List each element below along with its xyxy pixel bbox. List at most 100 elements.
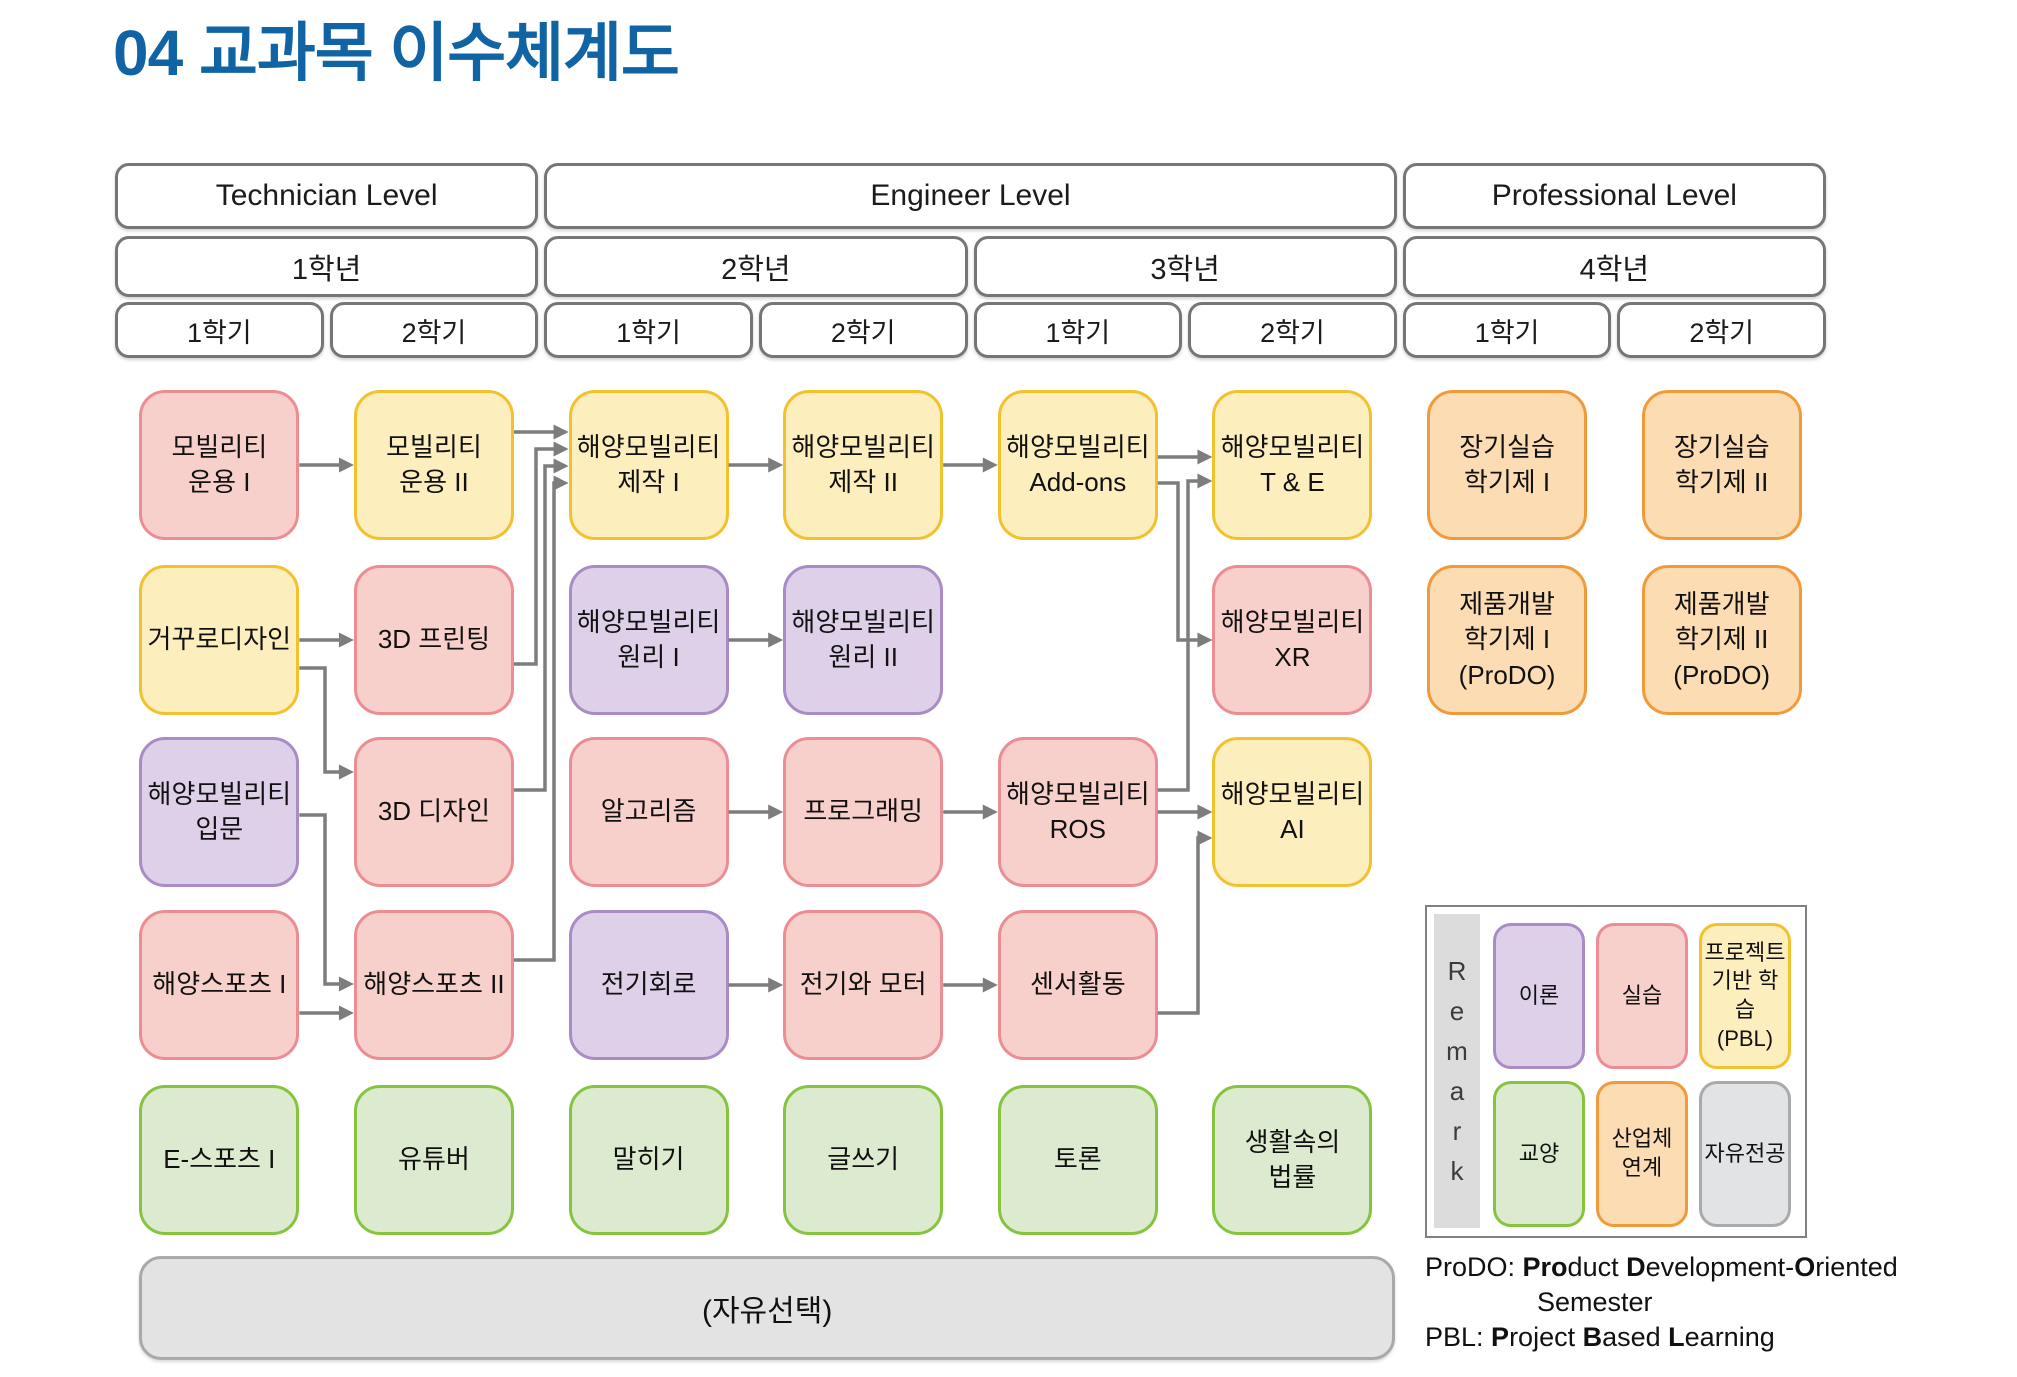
connector-make-2-addons-arrowhead [982,457,998,473]
header-year-0: 1학년 [115,236,539,297]
connector-mob-op-2-make-1-arrowhead [553,424,569,440]
connector-circuit-motor-arrowhead [768,977,784,993]
connector-principle-1-principle-2-arrowhead [768,632,784,648]
connector-flip-design-design-3d [299,666,341,774]
connector-print-3d-make-1-arrowhead [553,441,569,457]
header-level-0: Technician Level [115,163,539,229]
legend-chip-4: 산업체 연계 [1596,1081,1688,1227]
course-algorithm: 알고리즘 [568,737,729,887]
header-level-1: Engineer Level [544,163,1397,229]
footer-notes: ProDO: Product Development-Oriented Semes… [1425,1250,1898,1355]
connector-sport-2-make-1-arrowhead [553,475,569,491]
footer-segment: P [1491,1322,1510,1352]
course-prodo-1: 제품개발 학기제 I (ProDO) [1427,565,1588,715]
header-level-2: Professional Level [1402,163,1826,229]
connector-intro-sport-2 [299,813,341,986]
header-semester-5: 2학기 [1188,302,1397,358]
footer-segment: evelopment- [1645,1252,1795,1282]
header-semester-6: 1학기 [1402,302,1612,358]
footer-segment: riented [1815,1252,1898,1282]
connector-addons-xr [1157,481,1200,642]
header-semester-3: 2학기 [758,302,968,358]
legend-chip-2: 프로젝트 기반 학습 (PBL) [1699,923,1791,1069]
header-semester-1: 2학기 [329,302,539,358]
course-make-1: 해양모빌리티 제작 I [568,390,729,540]
course-ros: 해양모빌리티 ROS [997,737,1158,887]
footer-segment: earning [1684,1322,1775,1352]
course-writing: 글쓰기 [783,1085,944,1235]
connector-programming-ros-arrowhead [982,804,998,820]
connector-design-3d-make-1 [513,464,556,792]
course-make-2: 해양모빌리티 제작 II [783,390,944,540]
connector-ros-tande-arrowhead [1197,473,1213,489]
footer-segment: Pro [1522,1252,1568,1282]
course-prodo-2: 제품개발 학기제 II (ProDO) [1641,565,1802,715]
course-circuit: 전기회로 [568,910,729,1060]
free-choice-label: (자유선택) [701,1295,833,1328]
footer-segment: duct [1567,1252,1627,1282]
course-sensor: 센서활동 [997,910,1158,1060]
footer-segment: L [1668,1322,1685,1352]
course-sport-1: 해양스포츠 I [139,910,300,1060]
connector-motor-sensor-arrowhead [982,977,998,993]
header-year-2: 3학년 [973,236,1397,297]
course-intern-1: 장기실습 학기제 I [1427,390,1588,540]
legend-chip-0: 이론 [1493,923,1585,1069]
footer-segment: ased [1602,1322,1669,1352]
connector-print-3d-make-1 [513,447,556,666]
connector-design-3d-make-1-arrowhead [553,458,569,474]
footer-line-2: PBL: Project Based Learning [1425,1320,1898,1355]
connector-flip-design-print-3d-arrowhead [338,632,354,648]
footer-line-1: Semester [1425,1285,1898,1320]
connector-sensor-ai-arrowhead [1197,830,1213,846]
course-principle-2: 해양모빌리티 원리 II [783,565,944,715]
course-design-3d: 3D 디자인 [353,737,514,887]
course-tande: 해양모빌리티 T & E [1212,390,1373,540]
free-choice-bar: (자유선택) [139,1256,1395,1360]
connector-flip-design-design-3d-arrowhead [338,764,354,780]
legend-chip-3: 교양 [1493,1081,1585,1227]
course-mob-op-1: 모빌리티 운용 I [139,390,300,540]
legend-chip-5: 자유전공 [1699,1081,1791,1227]
footer-segment: ProDO: [1425,1252,1523,1282]
connector-ros-tande [1157,479,1200,792]
header-semester-4: 1학기 [973,302,1183,358]
footer-segment: D [1626,1252,1646,1282]
connector-addons-tande-arrowhead [1197,449,1213,465]
footer-segment: O [1794,1252,1816,1282]
legend-chip-1: 실습 [1596,923,1688,1069]
header-year-1: 2학년 [544,236,968,297]
footer-segment: B [1582,1322,1603,1352]
course-print-3d: 3D 프린팅 [353,565,514,715]
course-esport: E-스포츠 I [139,1085,300,1235]
course-speaking: 말히기 [568,1085,729,1235]
connector-sport-1-sport-2-arrowhead [338,1005,354,1021]
connector-intro-sport-2-arrowhead [338,976,354,992]
connector-sensor-ai [1157,836,1200,1015]
course-addons: 해양모빌리티 Add-ons [997,390,1158,540]
course-youtuber: 유튜버 [353,1085,514,1235]
header-semester-7: 2학기 [1617,302,1826,358]
course-law: 생활속의 법률 [1212,1085,1373,1235]
header-semester-2: 1학기 [544,302,753,358]
header-semester-0: 1학기 [115,302,324,358]
connector-sport-2-make-1 [513,481,556,962]
course-programming: 프로그래밍 [783,737,944,887]
footer-line-0: ProDO: Product Development-Oriented [1425,1250,1898,1285]
course-sport-2: 해양스포츠 II [353,910,514,1060]
course-flip-design: 거꾸로디자인 [139,565,300,715]
course-motor: 전기와 모터 [783,910,944,1060]
course-intern-2: 장기실습 학기제 II [1641,390,1802,540]
course-intro: 해양모빌리티 입문 [139,737,300,887]
course-xr: 해양모빌리티 XR [1212,565,1373,715]
course-debate: 토론 [997,1085,1158,1235]
connector-addons-xr-arrowhead [1197,632,1213,648]
connector-ros-ai-arrowhead [1197,804,1213,820]
connector-mob-op-1-mob-op-2-arrowhead [338,457,354,473]
connector-make-1-make-2-arrowhead [768,457,784,473]
course-mob-op-2: 모빌리티 운용 II [353,390,514,540]
page-title: 04 교과목 이수체계도 [113,17,680,89]
